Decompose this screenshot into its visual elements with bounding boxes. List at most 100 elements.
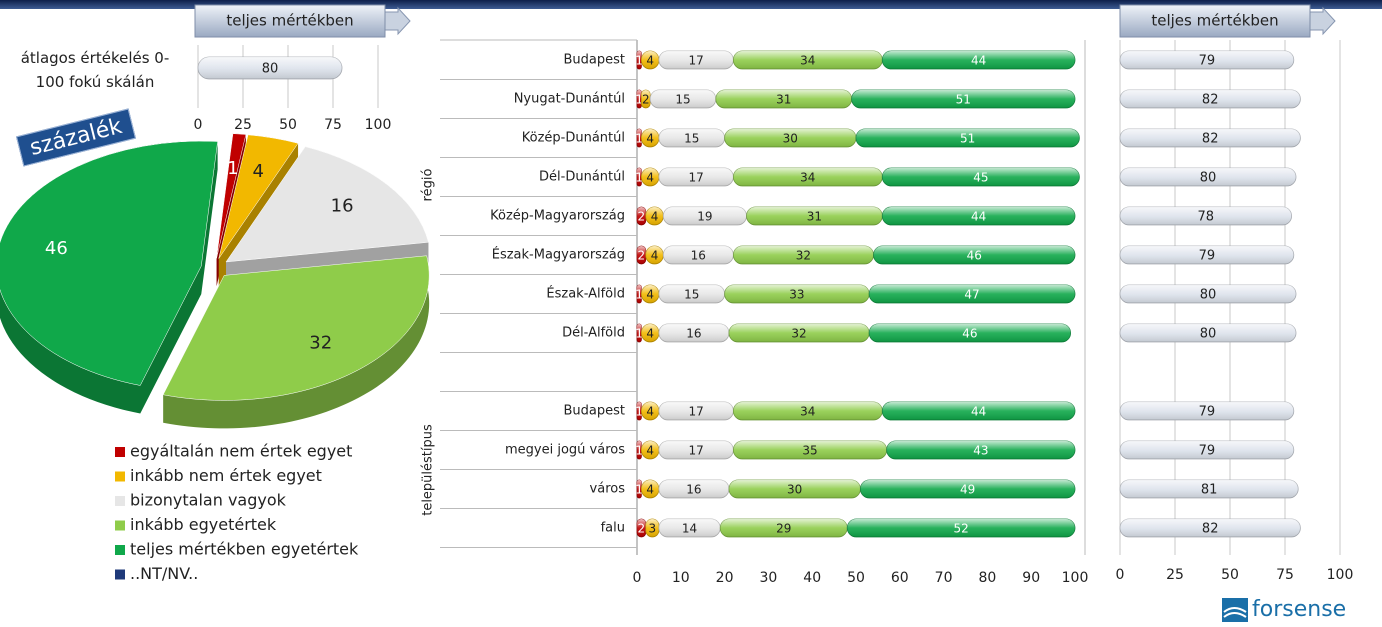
- value-label: 16: [331, 195, 354, 216]
- gloss: [882, 168, 1080, 186]
- legend-label: bizonytalan vagyok: [130, 491, 287, 510]
- gloss: [886, 441, 1075, 459]
- gloss: [724, 129, 856, 147]
- x-tick-label: 100: [1327, 567, 1354, 583]
- gloss: [637, 402, 642, 420]
- value-label: 19: [697, 210, 712, 224]
- gloss: [733, 402, 883, 420]
- value-label: 4: [646, 405, 654, 419]
- x-tick-label: 40: [803, 570, 821, 586]
- gloss: [869, 285, 1075, 303]
- value-label: 31: [807, 210, 822, 224]
- x-tick-label: 60: [891, 570, 909, 586]
- gloss: [856, 129, 1080, 147]
- gloss: [645, 207, 664, 225]
- logo: forsense: [1252, 597, 1346, 622]
- x-tick-label: 50: [279, 117, 297, 133]
- gloss: [637, 246, 646, 264]
- gloss: [1120, 246, 1294, 264]
- gloss: [1120, 90, 1301, 108]
- value-label: 4: [646, 327, 654, 341]
- gloss: [733, 246, 874, 264]
- gloss: [641, 480, 659, 498]
- value-label: 46: [967, 249, 982, 263]
- x-tick-label: 75: [324, 117, 342, 133]
- title-tab: [194, 4, 411, 38]
- value-label: 80: [1200, 327, 1217, 342]
- y-tick-label: Észak-Magyarország: [492, 247, 625, 263]
- value-label: 1: [635, 483, 643, 497]
- x-tick-label: 100: [365, 117, 392, 133]
- x-tick-label: 10: [672, 570, 690, 586]
- value-label: 80: [1200, 288, 1217, 303]
- gloss: [641, 285, 659, 303]
- chart-title: teljes mértékben: [226, 12, 353, 30]
- value-label: 45: [973, 171, 988, 185]
- value-label: 4: [252, 161, 263, 182]
- title-tab: [1119, 4, 1336, 38]
- gloss: [658, 402, 734, 420]
- gloss: [1120, 207, 1292, 225]
- gloss: [198, 57, 342, 79]
- value-label: 2: [638, 522, 646, 536]
- value-label: 80: [1200, 171, 1217, 186]
- gloss: [637, 90, 642, 108]
- value-label: 1: [635, 132, 643, 146]
- value-label: 17: [688, 405, 703, 419]
- value-label: 44: [971, 54, 986, 68]
- value-label: 43: [973, 444, 988, 458]
- legend-swatch: [115, 496, 125, 506]
- x-tick-label: 90: [1022, 570, 1040, 586]
- value-label: 34: [800, 54, 815, 68]
- gloss: [733, 441, 887, 459]
- x-tick-label: 25: [234, 117, 252, 133]
- value-label: 1: [635, 54, 643, 68]
- value-label: 16: [686, 483, 701, 497]
- gloss: [882, 207, 1075, 225]
- value-label: 31: [776, 93, 791, 107]
- legend-label: egyáltalán nem értek egyet: [130, 442, 352, 461]
- x-tick-label: 100: [1062, 570, 1089, 586]
- value-label: 79: [1199, 405, 1216, 420]
- value-label: 1: [635, 171, 643, 185]
- slice-side: [0, 141, 218, 414]
- value-label: 1: [635, 288, 643, 302]
- slice: [0, 140, 218, 386]
- value-label: 78: [1198, 210, 1215, 225]
- value-label: 4: [651, 249, 659, 263]
- x-tick-label: 20: [716, 570, 734, 586]
- gloss: [637, 324, 642, 342]
- gloss: [637, 207, 646, 225]
- gloss: [658, 519, 721, 537]
- gloss: [637, 168, 642, 186]
- gloss: [658, 285, 725, 303]
- value-label: 17: [688, 54, 703, 68]
- value-label: 30: [787, 483, 802, 497]
- value-label: 17: [688, 171, 703, 185]
- legend-label: ..NT/NV..: [130, 564, 198, 583]
- value-label: 2: [642, 93, 650, 107]
- value-label: 44: [971, 210, 986, 224]
- value-label: 1: [635, 405, 643, 419]
- value-label: 4: [646, 171, 654, 185]
- value-label: 1: [635, 327, 643, 341]
- gloss: [860, 480, 1075, 498]
- legend-swatch: [115, 471, 125, 482]
- legend-label: inkább egyetértek: [130, 515, 277, 534]
- value-label: 46: [962, 327, 977, 341]
- legend-swatch: [115, 569, 125, 580]
- gloss: [1120, 324, 1296, 342]
- logo-icon: [1222, 598, 1248, 622]
- value-label: 79: [1199, 54, 1216, 69]
- gloss: [869, 324, 1071, 342]
- gloss: [728, 480, 861, 498]
- x-tick-label: 25: [1166, 567, 1184, 583]
- gloss: [658, 324, 729, 342]
- x-tick-label: 50: [1221, 567, 1239, 583]
- gloss: [733, 168, 883, 186]
- gloss: [658, 51, 734, 69]
- value-label: 32: [791, 327, 806, 341]
- value-label: 79: [1199, 249, 1216, 264]
- value-label: 30: [783, 132, 798, 146]
